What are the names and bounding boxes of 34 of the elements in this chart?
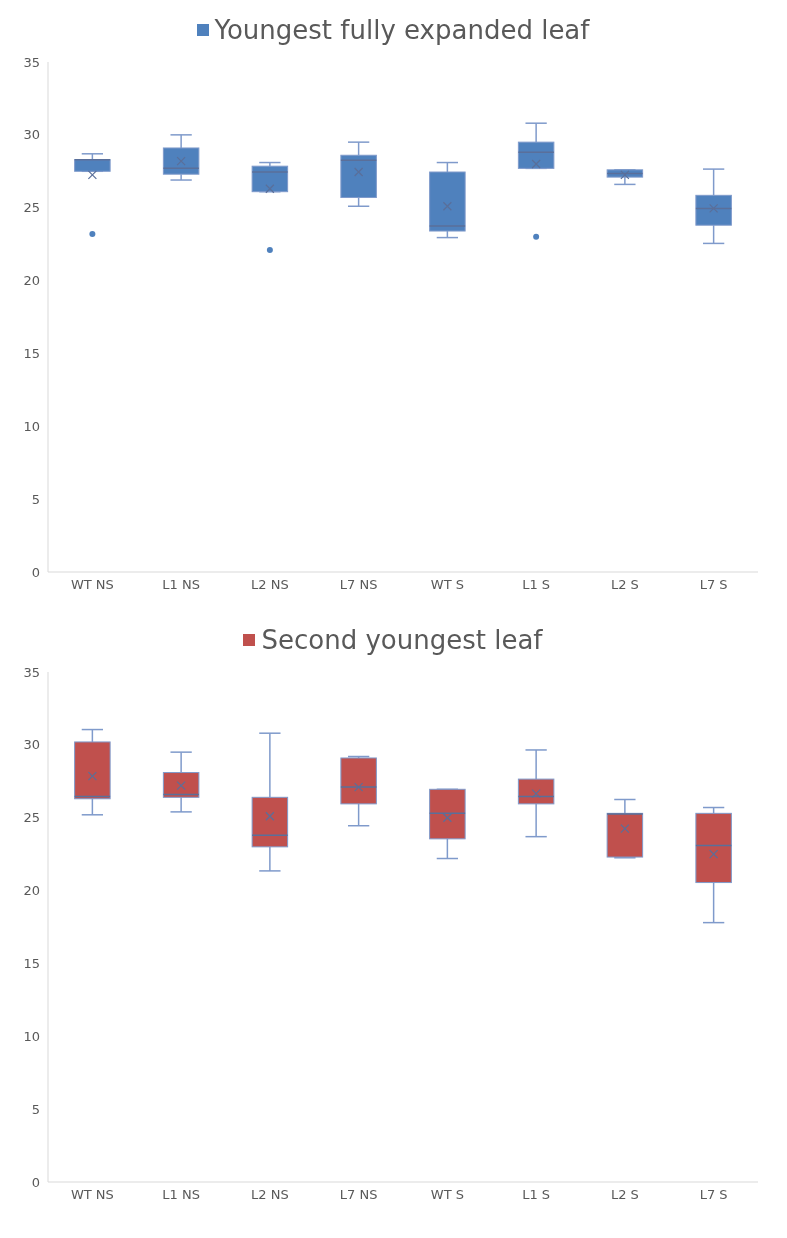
x-tick-label: L7 S: [699, 577, 728, 593]
y-tick-label: 15: [23, 956, 40, 972]
x-tick-label: L1 NS: [162, 1187, 200, 1203]
y-tick-label: 30: [23, 737, 40, 753]
y-tick-label: 35: [23, 664, 40, 680]
y-tick-label: 20: [23, 883, 40, 899]
y-tick-label: 15: [23, 346, 40, 362]
y-tick-label: 25: [23, 810, 40, 826]
x-tick-label: L1 S: [522, 1187, 551, 1203]
x-tick-label: L7 NS: [339, 577, 378, 593]
y-tick-label: 0: [31, 1174, 40, 1190]
x-tick-label: WT NS: [70, 1187, 114, 1203]
y-tick-label: 20: [23, 273, 40, 289]
legend-label: Second youngest leaf: [261, 625, 543, 655]
x-tick-label: L2 S: [610, 1187, 639, 1203]
x-tick-label: L2 NS: [251, 1187, 289, 1203]
y-tick-label: 5: [31, 1101, 40, 1117]
x-tick-label: L2 S: [610, 577, 639, 593]
x-tick-label: L7 S: [699, 1187, 728, 1203]
x-tick-label: WT NS: [70, 577, 114, 593]
y-tick-label: 0: [31, 564, 40, 580]
x-tick-label: WT S: [430, 1187, 464, 1203]
y-tick-label: 35: [23, 54, 40, 70]
x-tick-label: L2 NS: [251, 577, 289, 593]
y-tick-label: 10: [23, 418, 40, 434]
x-tick-label: L7 NS: [339, 1187, 378, 1203]
x-tick-label: WT S: [430, 577, 464, 593]
legend-label: Youngest fully expanded leaf: [214, 15, 590, 45]
x-tick-label: L1 S: [522, 577, 551, 593]
x-tick-label: L1 NS: [162, 577, 200, 593]
y-tick-label: 25: [23, 200, 40, 216]
y-tick-label: 5: [31, 491, 40, 507]
y-tick-label: 30: [23, 127, 40, 143]
y-tick-label: 10: [23, 1028, 40, 1044]
